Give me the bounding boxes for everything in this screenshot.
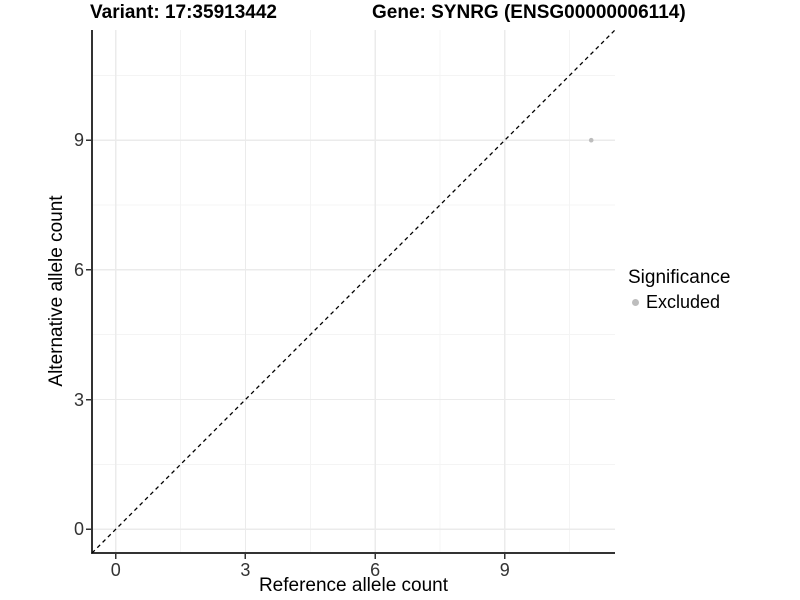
y-tick-label: 3: [73, 389, 84, 410]
plot-title-variant: Variant: 17:35913442: [90, 2, 277, 23]
y-tick-label: 6: [73, 259, 84, 280]
legend-title: Significance: [628, 267, 731, 288]
x-axis-title: Reference allele count: [258, 575, 449, 596]
y-axis-title: Alternative allele count: [46, 195, 67, 387]
legend-key-dot-icon: [632, 299, 639, 306]
x-tick-label: 0: [110, 560, 121, 580]
identity-dashed-line: [91, 29, 616, 554]
legend-entry-label: Excluded: [646, 292, 721, 312]
y-tick-label: 0: [73, 519, 84, 540]
x-tick-label: 6: [370, 560, 381, 580]
plot-title-gene: Gene: SYNRG (ENSG00000006114): [372, 2, 686, 23]
y-tick-label: 9: [73, 130, 84, 151]
legend: Significance Excluded: [628, 267, 730, 313]
x-tick-label: 3: [240, 560, 251, 580]
x-tick-label: 9: [499, 560, 510, 580]
data-point: [588, 137, 594, 143]
legend-entry-excluded: Excluded: [628, 292, 730, 313]
